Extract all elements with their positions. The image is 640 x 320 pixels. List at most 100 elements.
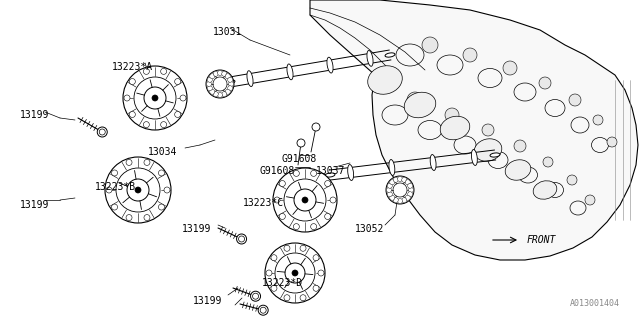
Polygon shape [310, 0, 638, 260]
Circle shape [129, 111, 135, 117]
Ellipse shape [591, 138, 609, 153]
Ellipse shape [454, 136, 476, 154]
Circle shape [539, 77, 551, 89]
Circle shape [213, 77, 227, 91]
Circle shape [387, 192, 392, 197]
Circle shape [206, 70, 234, 98]
Circle shape [422, 37, 438, 53]
Circle shape [207, 82, 211, 86]
Circle shape [402, 198, 406, 203]
Circle shape [144, 159, 150, 165]
Circle shape [405, 180, 410, 185]
Circle shape [207, 77, 212, 82]
Ellipse shape [545, 100, 565, 116]
Circle shape [394, 198, 398, 203]
Ellipse shape [474, 139, 502, 161]
Circle shape [514, 140, 526, 152]
Circle shape [161, 68, 166, 74]
Ellipse shape [247, 71, 253, 86]
Circle shape [310, 224, 317, 230]
Text: 13031: 13031 [213, 27, 243, 37]
Circle shape [313, 285, 319, 291]
Circle shape [99, 129, 105, 135]
Text: 13199: 13199 [20, 200, 49, 210]
Circle shape [324, 213, 331, 220]
Circle shape [134, 77, 176, 119]
Ellipse shape [389, 160, 395, 175]
Circle shape [292, 270, 298, 276]
Circle shape [285, 263, 305, 283]
Circle shape [445, 108, 459, 122]
Ellipse shape [488, 151, 508, 169]
Circle shape [387, 183, 392, 188]
Circle shape [569, 94, 581, 106]
Circle shape [124, 95, 130, 101]
Circle shape [387, 188, 392, 193]
Circle shape [228, 82, 234, 86]
Circle shape [567, 175, 577, 185]
Circle shape [275, 253, 315, 293]
Circle shape [408, 183, 413, 188]
Circle shape [144, 87, 166, 109]
Circle shape [279, 213, 285, 220]
Circle shape [237, 234, 246, 244]
Circle shape [180, 95, 186, 101]
Circle shape [144, 215, 150, 220]
Text: 13199: 13199 [193, 296, 222, 306]
Text: 13037: 13037 [316, 166, 346, 176]
Circle shape [143, 122, 149, 128]
Circle shape [585, 195, 595, 205]
Ellipse shape [325, 173, 335, 177]
Circle shape [106, 187, 112, 193]
Text: G91608: G91608 [259, 166, 294, 176]
Circle shape [310, 170, 317, 176]
Circle shape [543, 157, 553, 167]
Circle shape [228, 86, 233, 91]
Circle shape [221, 92, 227, 97]
Circle shape [143, 68, 149, 74]
Circle shape [293, 224, 300, 230]
Circle shape [271, 285, 277, 291]
Ellipse shape [514, 83, 536, 101]
Ellipse shape [404, 92, 436, 118]
Circle shape [393, 183, 407, 197]
Ellipse shape [396, 44, 424, 66]
Circle shape [284, 179, 326, 221]
Circle shape [250, 291, 260, 301]
Ellipse shape [547, 182, 563, 197]
Circle shape [116, 168, 160, 212]
Circle shape [213, 71, 218, 76]
Circle shape [408, 188, 413, 193]
Circle shape [111, 204, 118, 210]
Text: 13223*B: 13223*B [95, 182, 136, 192]
Circle shape [482, 124, 494, 136]
Circle shape [258, 305, 268, 315]
Circle shape [129, 78, 135, 84]
Ellipse shape [287, 64, 293, 80]
Circle shape [218, 70, 223, 76]
Ellipse shape [490, 153, 500, 157]
Circle shape [300, 295, 306, 301]
Text: FRONT: FRONT [527, 235, 556, 245]
Text: A013001404: A013001404 [570, 299, 620, 308]
Circle shape [135, 187, 141, 193]
Ellipse shape [437, 55, 463, 75]
Circle shape [397, 177, 403, 181]
Circle shape [294, 189, 316, 211]
Circle shape [405, 195, 410, 200]
Circle shape [225, 74, 230, 79]
Circle shape [503, 61, 517, 75]
Circle shape [218, 92, 223, 98]
Ellipse shape [382, 105, 408, 125]
Circle shape [312, 123, 320, 131]
Ellipse shape [472, 149, 477, 165]
Circle shape [390, 180, 395, 185]
Circle shape [274, 197, 280, 203]
Ellipse shape [478, 68, 502, 87]
Circle shape [284, 295, 290, 301]
Circle shape [318, 270, 324, 276]
Circle shape [164, 187, 170, 193]
Ellipse shape [570, 201, 586, 215]
Text: 13199: 13199 [182, 224, 211, 234]
Circle shape [324, 180, 331, 187]
